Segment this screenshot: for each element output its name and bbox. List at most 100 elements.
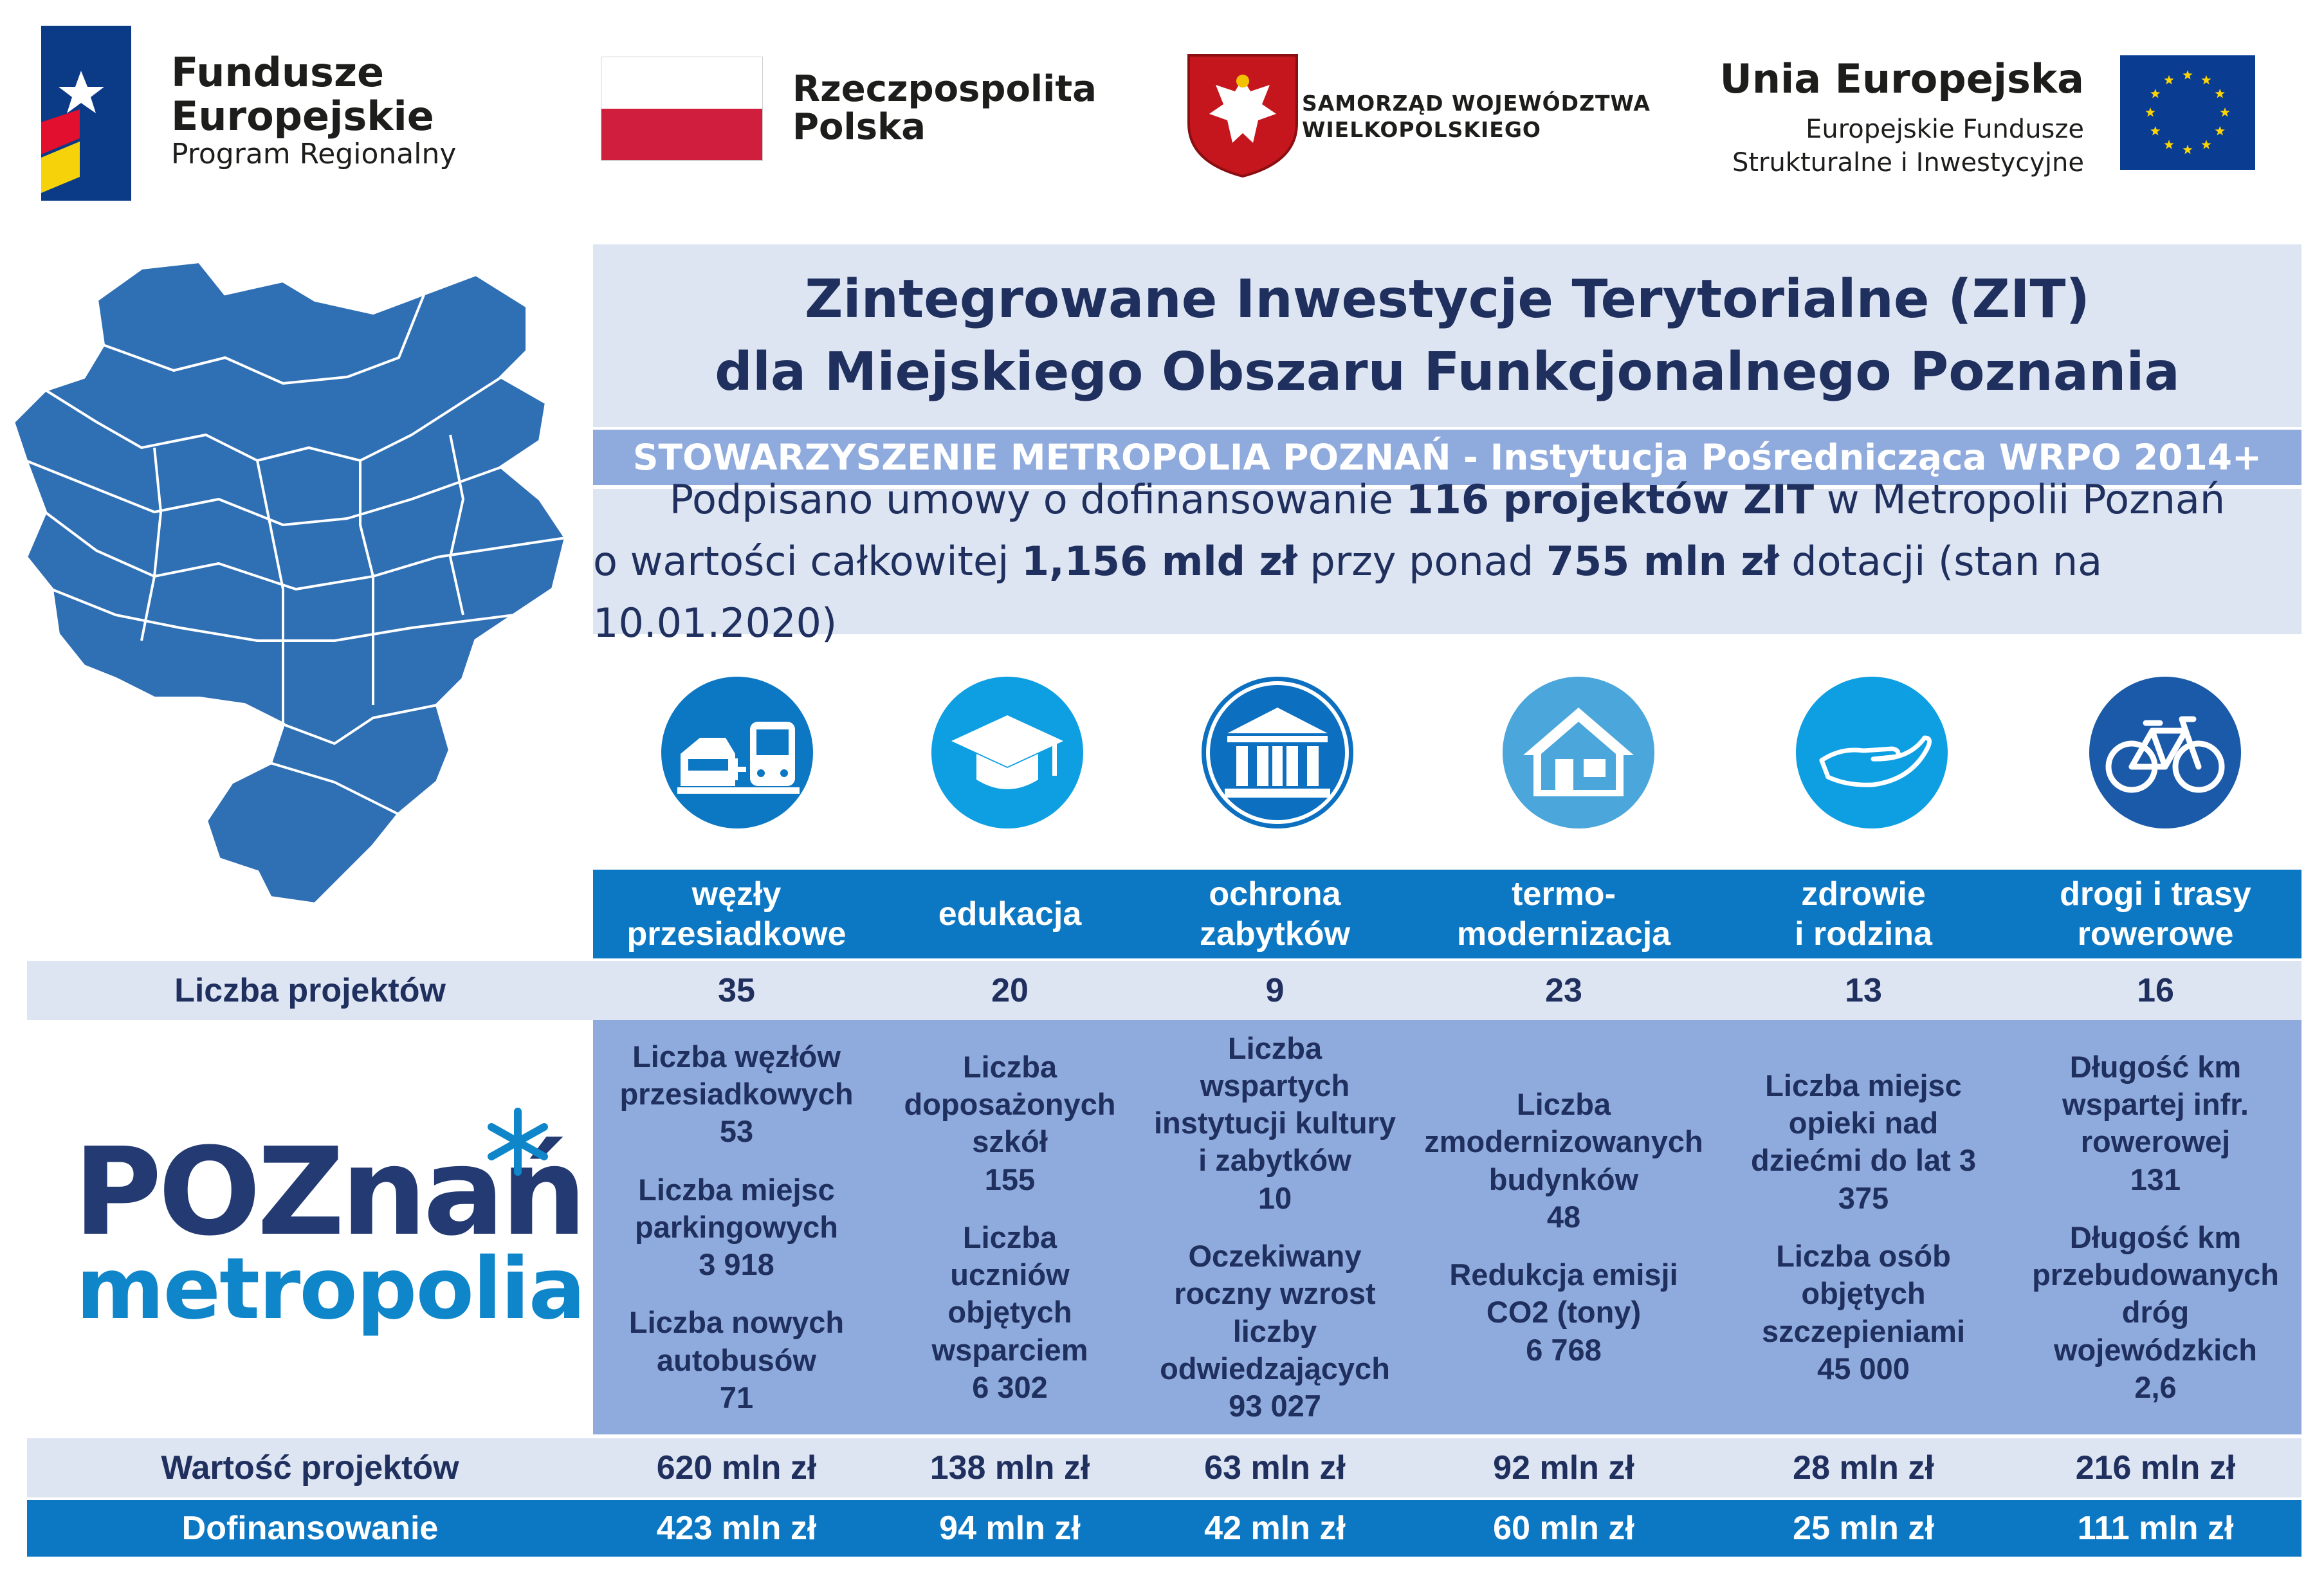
indicator-line: 375 bbox=[1838, 1180, 1889, 1215]
indicator-line: szczepieniami bbox=[1761, 1313, 1966, 1348]
fundusze-europejskie-text: Fundusze Europejskie Program Regionalny bbox=[171, 53, 456, 169]
category-line: zabytków bbox=[1199, 915, 1351, 953]
table-cell: 35 bbox=[718, 972, 755, 1009]
sw-line1: SAMORZĄD WOJEWÓDZTWA bbox=[1302, 91, 1651, 116]
table-cell: 138 mln zł bbox=[929, 1449, 1090, 1487]
table-cell: 216 mln zł bbox=[2075, 1449, 2236, 1487]
indicator-line: zmodernizowanych bbox=[1424, 1124, 1703, 1159]
subtitle-banner: STOWARZYSZENIE METROPOLIA POZNAŃ - Insty… bbox=[593, 430, 2301, 485]
category-line: termo- bbox=[1512, 875, 1616, 913]
unia-europejska-text: Unia Europejska Europejskie Fundusze Str… bbox=[1698, 55, 2084, 179]
indicator-line: Liczba osób bbox=[1776, 1239, 1951, 1273]
rp-line1: Rzeczpospolita bbox=[792, 68, 1097, 110]
indicator-line: roczny wzrost bbox=[1174, 1276, 1376, 1311]
indicator-line: 3 918 bbox=[699, 1247, 774, 1282]
subtitle-text: STOWARZYSZENIE METROPOLIA POZNAŃ - Insty… bbox=[632, 437, 2262, 478]
indicator-line: Długość km bbox=[2069, 1220, 2242, 1254]
summary-total-value: 1,156 mld zł bbox=[1021, 537, 1297, 585]
eu-star-icon bbox=[2201, 140, 2211, 149]
indicator-line: Liczba węzłów bbox=[632, 1039, 841, 1074]
summary-panel: Podpisano umowy o dofinansowanie 116 pro… bbox=[593, 476, 2301, 646]
samorzad-text: SAMORZĄD WOJEWÓDZTWA WIELKOPOLSKIEGO bbox=[1302, 90, 1651, 143]
project-count-row: Liczba projektów 35 20 9 23 13 16 bbox=[27, 961, 2301, 1020]
transfer-hub-icon bbox=[661, 677, 813, 828]
category-cell: drogi i trasy rowerowe bbox=[2009, 870, 2301, 958]
rp-line2: Polska bbox=[792, 105, 926, 148]
metropolia-logo-line2: metropolia bbox=[76, 1240, 586, 1339]
indicator-line: i zabytków bbox=[1198, 1143, 1351, 1178]
indicator-line: Liczba bbox=[962, 1220, 1057, 1254]
indicator-line: Liczba bbox=[962, 1049, 1057, 1084]
indicator-line: odwiedzających bbox=[1160, 1351, 1390, 1386]
indicator-line: 10 bbox=[1258, 1180, 1292, 1215]
indicator-line: doposażonych bbox=[904, 1087, 1116, 1122]
indicator-line: Liczba bbox=[1227, 1030, 1322, 1065]
summary-text: dotacji (stan na 10.01.2020) bbox=[593, 537, 2103, 647]
indicator-line: 131 bbox=[2130, 1162, 2181, 1196]
table-cell: 28 mln zł bbox=[1793, 1449, 1934, 1487]
summary-text: przy ponad bbox=[1297, 537, 1546, 585]
indicator-line: wsparciem bbox=[931, 1332, 1088, 1367]
table-cell: 111 mln zł bbox=[2077, 1510, 2234, 1547]
category-line: i rodzina bbox=[1795, 915, 1932, 953]
metropolis-map-icon bbox=[10, 255, 579, 917]
indicator-line: uczniów bbox=[950, 1258, 1070, 1292]
indicator-line: CO2 (tony) bbox=[1486, 1295, 1642, 1330]
indicator-cell: Liczba zmodernizowanych budynków 48 Redukcja… bbox=[1410, 1020, 1717, 1434]
table-cell: 13 bbox=[1845, 972, 1882, 1009]
category-line: ochrona bbox=[1209, 875, 1341, 913]
indicator-line: Liczba bbox=[1516, 1087, 1611, 1122]
indicator-line: objętych bbox=[1801, 1276, 1926, 1311]
bicycle-icon bbox=[2089, 677, 2241, 828]
table-cell: 60 mln zł bbox=[1493, 1510, 1634, 1547]
eu-flag-icon bbox=[2120, 55, 2255, 170]
house-icon bbox=[1503, 677, 1654, 828]
project-value-row: Wartość projektów 620 mln zł 138 mln zł … bbox=[27, 1438, 2301, 1497]
ue-line3: Strukturalne i Inwestycyjne bbox=[1732, 148, 2084, 178]
indicator-cell: Liczba węzłów przesiadkowych 53 Liczba miej… bbox=[593, 1020, 880, 1434]
indicator-line: szkół bbox=[972, 1124, 1048, 1159]
eu-star-icon bbox=[2150, 126, 2161, 136]
title-line-2: dla Miejskiego Obszaru Funkcjonalnego Po… bbox=[715, 342, 2180, 403]
summary-text: Podpisano umowy o dofinansowanie bbox=[669, 475, 1406, 523]
graduation-cap-icon bbox=[931, 677, 1083, 828]
indicator-line: wspartych bbox=[1200, 1068, 1350, 1103]
row-label: Dofinansowanie bbox=[181, 1510, 439, 1547]
fe-line3: Program Regionalny bbox=[171, 138, 457, 170]
table-cell: 9 bbox=[1265, 972, 1285, 1009]
indicator-line: Liczba nowych bbox=[628, 1305, 845, 1340]
category-line: modernizacja bbox=[1456, 915, 1671, 953]
indicator-cell: Liczba doposażonych szkół 155 Liczba uczniów o… bbox=[880, 1020, 1140, 1434]
sw-line2: WIELKOPOLSKIEGO bbox=[1302, 117, 1541, 143]
summary-line-1: Podpisano umowy o dofinansowanie 116 pro… bbox=[670, 469, 2225, 531]
category-line: rowerowe bbox=[2077, 915, 2234, 953]
table-cell: 620 mln zł bbox=[656, 1449, 817, 1487]
indicator-line: przesiadkowych bbox=[619, 1077, 854, 1112]
categories-header-row: węzły przesiadkowe edukacja ochrona zabytk… bbox=[593, 870, 2301, 958]
table-cell: 423 mln zł bbox=[656, 1510, 817, 1547]
indicator-line: parkingowych bbox=[634, 1209, 838, 1244]
indicator-line: przebudowanych bbox=[2032, 1258, 2279, 1292]
indicator-line: wspartej infr. bbox=[2062, 1087, 2249, 1122]
category-cell: termo-modernizacja bbox=[1410, 870, 1717, 958]
indicator-line: budynków bbox=[1488, 1162, 1639, 1196]
fundusze-europejskie-emblem-icon bbox=[41, 26, 131, 201]
table-cell: 20 bbox=[991, 972, 1029, 1009]
table-cell: 92 mln zł bbox=[1493, 1449, 1634, 1487]
table-cell: 23 bbox=[1545, 972, 1582, 1009]
summary-text: o wartości całkowitej bbox=[593, 537, 1022, 585]
indicators-row: Liczba węzłów przesiadkowych 53 Liczba miej… bbox=[593, 1020, 2301, 1434]
indicator-line: dróg bbox=[2121, 1295, 2190, 1330]
indicator-line: Redukcja emisji bbox=[1449, 1258, 1678, 1292]
summary-line-2: o wartości całkowitej 1,156 mld zł przy … bbox=[593, 531, 2301, 654]
table-cell: 42 mln zł bbox=[1204, 1510, 1346, 1547]
title-panel: Zintegrowane Inwestycje Terytorialne (ZI… bbox=[593, 244, 2301, 427]
indicator-line: 53 bbox=[719, 1114, 754, 1149]
indicator-line: 48 bbox=[1546, 1199, 1581, 1234]
indicator-cell: Liczba wspartych instytucji kultury i zabyt… bbox=[1140, 1020, 1410, 1434]
eu-star-icon bbox=[2164, 75, 2174, 85]
eu-star-icon bbox=[2182, 145, 2193, 154]
table-cell: 63 mln zł bbox=[1204, 1449, 1346, 1487]
indicator-line: 2,6 bbox=[2134, 1369, 2177, 1404]
indicator-line: objętych bbox=[947, 1295, 1072, 1330]
